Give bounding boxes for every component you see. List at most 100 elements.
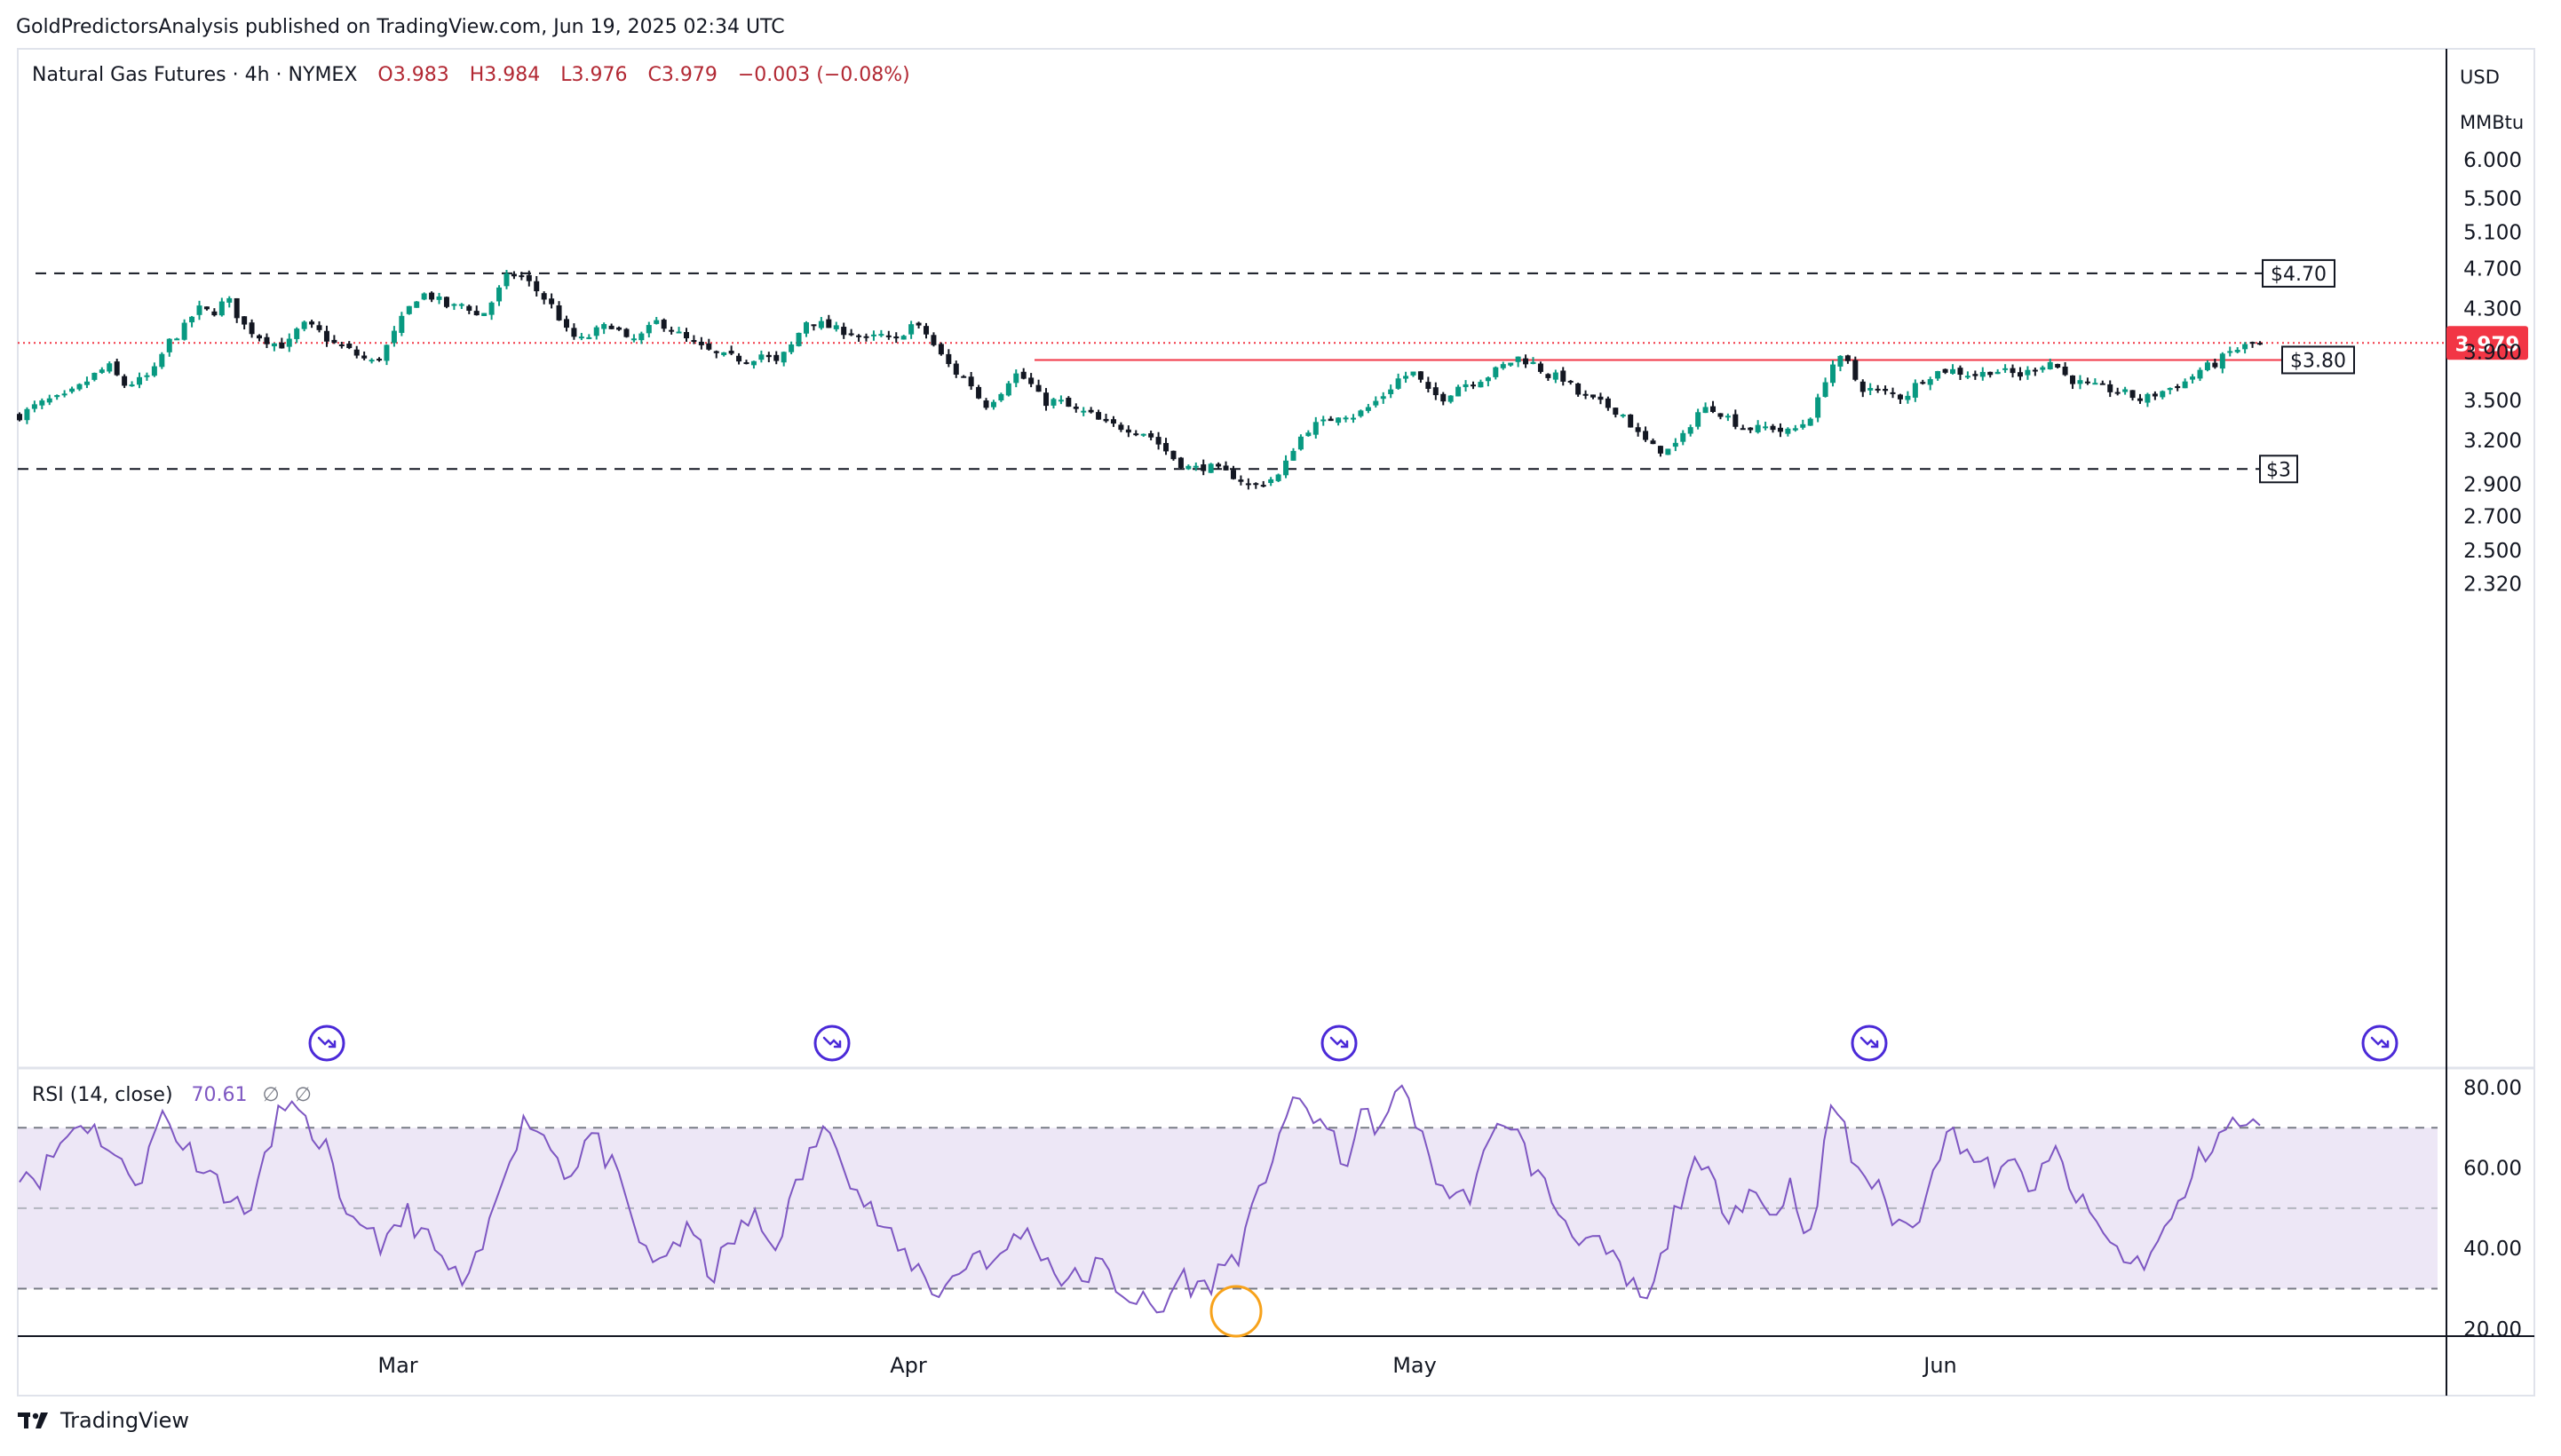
candle xyxy=(2190,374,2196,384)
event-marker-icon[interactable] xyxy=(1851,1025,1888,1062)
candle-body xyxy=(968,376,974,387)
event-marker-icon[interactable] xyxy=(813,1025,851,1062)
candle-body xyxy=(2010,368,2016,374)
candle-body xyxy=(713,351,719,353)
candle-body xyxy=(2025,369,2031,376)
candle xyxy=(196,300,202,320)
event-markers[interactable] xyxy=(308,1025,2398,1062)
candle xyxy=(848,328,854,336)
candle-body xyxy=(1837,355,1843,367)
candle-body xyxy=(526,274,532,281)
candle-body xyxy=(2092,383,2098,385)
candle xyxy=(1013,369,1019,388)
candle-body xyxy=(1005,383,1011,396)
level-3-80[interactable]: $3.80 xyxy=(1035,345,2355,375)
candle xyxy=(1905,391,1911,404)
candle-body xyxy=(2249,342,2256,344)
event-marker-icon[interactable] xyxy=(308,1025,345,1062)
candle xyxy=(1455,384,1462,397)
candle xyxy=(24,407,30,424)
candle-body xyxy=(1830,364,1836,384)
last-price-label: 3.979 xyxy=(2455,333,2520,356)
candle-body xyxy=(1598,396,1604,400)
candle-body xyxy=(1635,427,1641,432)
candle-body xyxy=(473,311,480,316)
candle xyxy=(1223,461,1229,471)
candle xyxy=(436,292,442,305)
candle xyxy=(1807,417,1813,426)
candle-body xyxy=(1807,418,1813,426)
candle xyxy=(623,328,630,338)
candle-body xyxy=(1043,392,1050,407)
candle xyxy=(2160,390,2166,400)
candle-body xyxy=(1515,356,1521,362)
candle-body xyxy=(601,324,607,329)
candle xyxy=(1920,379,1926,385)
candle xyxy=(1725,413,1731,422)
candle-body xyxy=(189,316,195,323)
candle-body xyxy=(1455,386,1462,397)
level-lines[interactable]: $4.70 $3.80 $3 3.979 xyxy=(18,258,2528,484)
candle xyxy=(166,338,172,357)
candle-body xyxy=(676,331,682,334)
candle xyxy=(1493,366,1499,380)
tradingview-footer[interactable]: TradingView xyxy=(18,1408,189,1433)
candle xyxy=(481,313,488,317)
candle xyxy=(189,315,195,328)
candle-body xyxy=(1508,362,1514,366)
candle-body xyxy=(1125,429,1131,433)
candle xyxy=(1005,381,1011,397)
candle xyxy=(1777,423,1783,438)
candle-body xyxy=(249,322,255,335)
candle xyxy=(1253,482,1259,489)
oversold-highlight-circle xyxy=(1209,1285,1263,1338)
candle xyxy=(863,333,869,342)
level-4-70[interactable]: $4.70 xyxy=(36,258,2335,288)
candle xyxy=(346,341,353,350)
candle-body xyxy=(976,386,982,399)
candle-body xyxy=(541,293,547,300)
candle xyxy=(309,320,315,328)
candle xyxy=(998,392,1004,402)
candle-body xyxy=(1073,407,1079,409)
candle-body xyxy=(1687,427,1693,434)
candle-body xyxy=(789,344,795,352)
event-marker-icon[interactable] xyxy=(2361,1025,2398,1062)
candle xyxy=(2010,364,2016,378)
candle-body xyxy=(1223,465,1229,471)
candle-body xyxy=(76,384,83,390)
candle-body xyxy=(2197,369,2203,379)
candle-body xyxy=(406,305,412,314)
candle xyxy=(1020,368,1027,380)
candle-body xyxy=(2070,375,2076,384)
candle-body xyxy=(870,334,876,336)
candle xyxy=(2167,387,2173,395)
candle-body xyxy=(698,341,704,345)
candle xyxy=(1343,415,1349,423)
candle-body xyxy=(1987,371,1994,376)
candle xyxy=(1133,430,1139,437)
candle-body xyxy=(511,273,517,277)
candle xyxy=(1110,415,1116,427)
rsi-tick-label: 80.00 xyxy=(2463,1077,2522,1100)
candle xyxy=(76,383,83,392)
candle xyxy=(384,344,390,366)
level-3[interactable]: $3 xyxy=(18,455,2298,484)
candle xyxy=(1177,456,1184,470)
candle xyxy=(1155,431,1162,450)
candle-body xyxy=(1763,426,1769,429)
candle-body xyxy=(2152,393,2158,397)
candle-body xyxy=(1755,424,1761,432)
candle-body xyxy=(218,301,225,316)
candle xyxy=(1403,371,1409,384)
candle-body xyxy=(1748,427,1754,431)
candle-body xyxy=(953,363,959,375)
event-marker-icon[interactable] xyxy=(1320,1025,1358,1062)
candle xyxy=(870,330,876,341)
candle-body xyxy=(1170,450,1177,460)
candle xyxy=(391,326,397,347)
candle-body xyxy=(323,330,329,342)
candle xyxy=(2114,387,2121,396)
candle xyxy=(683,328,689,343)
